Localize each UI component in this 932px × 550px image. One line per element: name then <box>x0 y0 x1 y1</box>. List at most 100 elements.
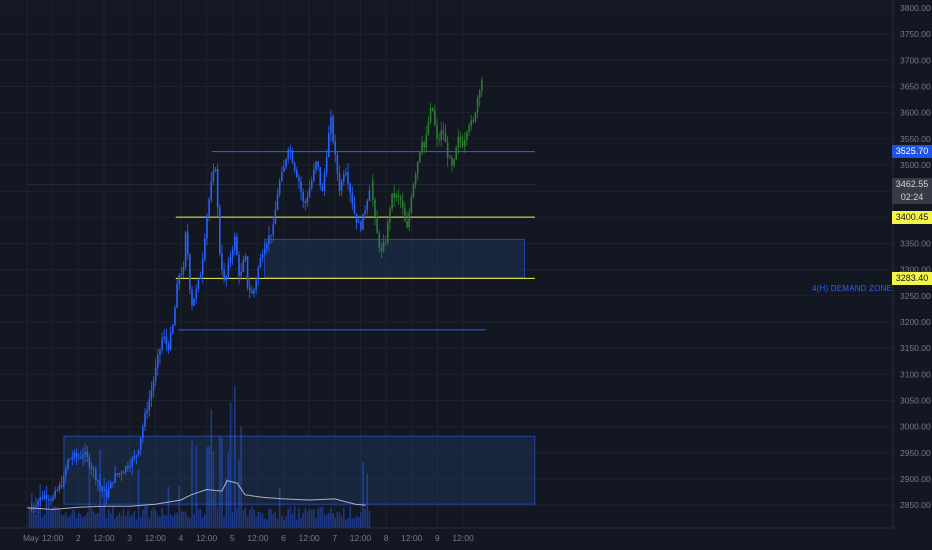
candle-body <box>336 154 339 174</box>
candle-body <box>219 207 221 254</box>
volume-bar <box>159 516 161 528</box>
candle-body <box>58 484 61 490</box>
candle-body <box>429 107 432 122</box>
candle-body <box>419 152 421 162</box>
time-tick-label: 9 <box>435 533 440 543</box>
candle-body <box>33 507 35 509</box>
price-tick-label: 3700.00 <box>900 55 931 65</box>
volume-bar <box>315 518 317 528</box>
candle-body <box>434 110 436 125</box>
time-tick-label: 3 <box>127 533 132 543</box>
volume-bar <box>152 507 155 528</box>
candle-body <box>472 120 475 122</box>
volume-bar <box>342 508 345 528</box>
volume-bar <box>276 519 279 528</box>
demand-zone-label: 4(H) DEMAND ZONE <box>812 284 893 293</box>
candle-body <box>283 166 285 173</box>
volume-bar <box>146 506 148 528</box>
candle-body <box>86 452 89 457</box>
volume-bar <box>236 508 238 528</box>
candle-body <box>197 278 200 289</box>
candle-body <box>41 497 44 499</box>
price-tick-label: 3200.00 <box>900 317 931 327</box>
candle-body <box>165 336 168 345</box>
candle-body <box>174 307 176 326</box>
volume-bar <box>112 506 114 528</box>
candle-body <box>240 271 242 276</box>
volume-bar <box>43 514 46 528</box>
candle-body <box>278 181 281 195</box>
volume-bar <box>355 515 358 528</box>
volume-bar <box>161 507 163 528</box>
volume-bar <box>351 518 354 528</box>
candle-body <box>142 426 144 439</box>
candle-body <box>48 498 50 500</box>
candle-body <box>451 157 453 166</box>
candle-body <box>315 161 317 170</box>
volume-bar <box>330 507 332 528</box>
volume-bar <box>48 510 50 528</box>
candle-body <box>184 232 187 267</box>
candle-body <box>118 473 121 475</box>
volume-bar <box>208 446 210 528</box>
time-tick-label: 4 <box>179 533 184 543</box>
volume-bar <box>266 519 268 528</box>
candle-body <box>253 289 255 294</box>
volume-bar <box>204 514 206 528</box>
volume-bar <box>259 512 262 528</box>
candle-body <box>182 266 185 274</box>
time-axis[interactable]: May 12:00 2 12:00 3 12:00 4 12:00 5 12:00 6 12:00 7 1… <box>0 527 893 550</box>
candle-body <box>54 490 57 497</box>
candle-body <box>374 199 376 217</box>
candle-body <box>99 481 101 487</box>
candle-body <box>466 132 468 140</box>
candle-body <box>231 249 234 257</box>
candle-body <box>195 288 198 299</box>
candle-body <box>178 274 180 284</box>
candle-body <box>131 458 133 467</box>
price-tick-label: 3600.00 <box>900 108 931 118</box>
volume-bar <box>58 509 61 528</box>
volume-bar <box>291 513 294 528</box>
grid <box>0 0 893 528</box>
volume-bar <box>246 516 249 528</box>
candle-body <box>364 210 366 214</box>
volume-bar <box>129 516 131 528</box>
volume-bar <box>253 509 255 528</box>
candle-body <box>180 273 183 275</box>
candle-body <box>103 489 106 491</box>
candle-body <box>77 457 80 459</box>
time-tick-label: 6 <box>281 533 286 543</box>
volume-bar <box>336 511 339 528</box>
candle-body <box>56 489 59 491</box>
candle-body <box>214 169 217 171</box>
candle-body <box>268 235 270 244</box>
volume-bar <box>325 514 328 528</box>
candle-body <box>274 209 277 225</box>
candle-body <box>457 136 460 148</box>
volume-bar <box>244 507 247 528</box>
candle-body <box>334 141 337 155</box>
candle-body <box>414 173 417 185</box>
volume-bar <box>306 511 309 528</box>
candle-body <box>233 236 236 250</box>
candle-body <box>393 193 396 198</box>
candle-body <box>157 355 159 368</box>
candle-body <box>43 494 46 499</box>
candle-body <box>201 259 204 276</box>
candle-body <box>73 452 76 458</box>
volume-bar <box>127 510 129 528</box>
candle-body <box>280 172 283 182</box>
volume-bar <box>212 451 215 528</box>
resistance-price-label: 3525.70 <box>892 145 932 158</box>
candle-body <box>427 121 430 135</box>
candle-body <box>161 338 163 350</box>
volume-bar <box>171 516 174 528</box>
candle-body <box>285 159 287 167</box>
candle-body <box>71 457 74 459</box>
time-tick-label: 5 <box>230 533 235 543</box>
candle-body <box>332 116 334 142</box>
candle-body <box>75 452 78 458</box>
